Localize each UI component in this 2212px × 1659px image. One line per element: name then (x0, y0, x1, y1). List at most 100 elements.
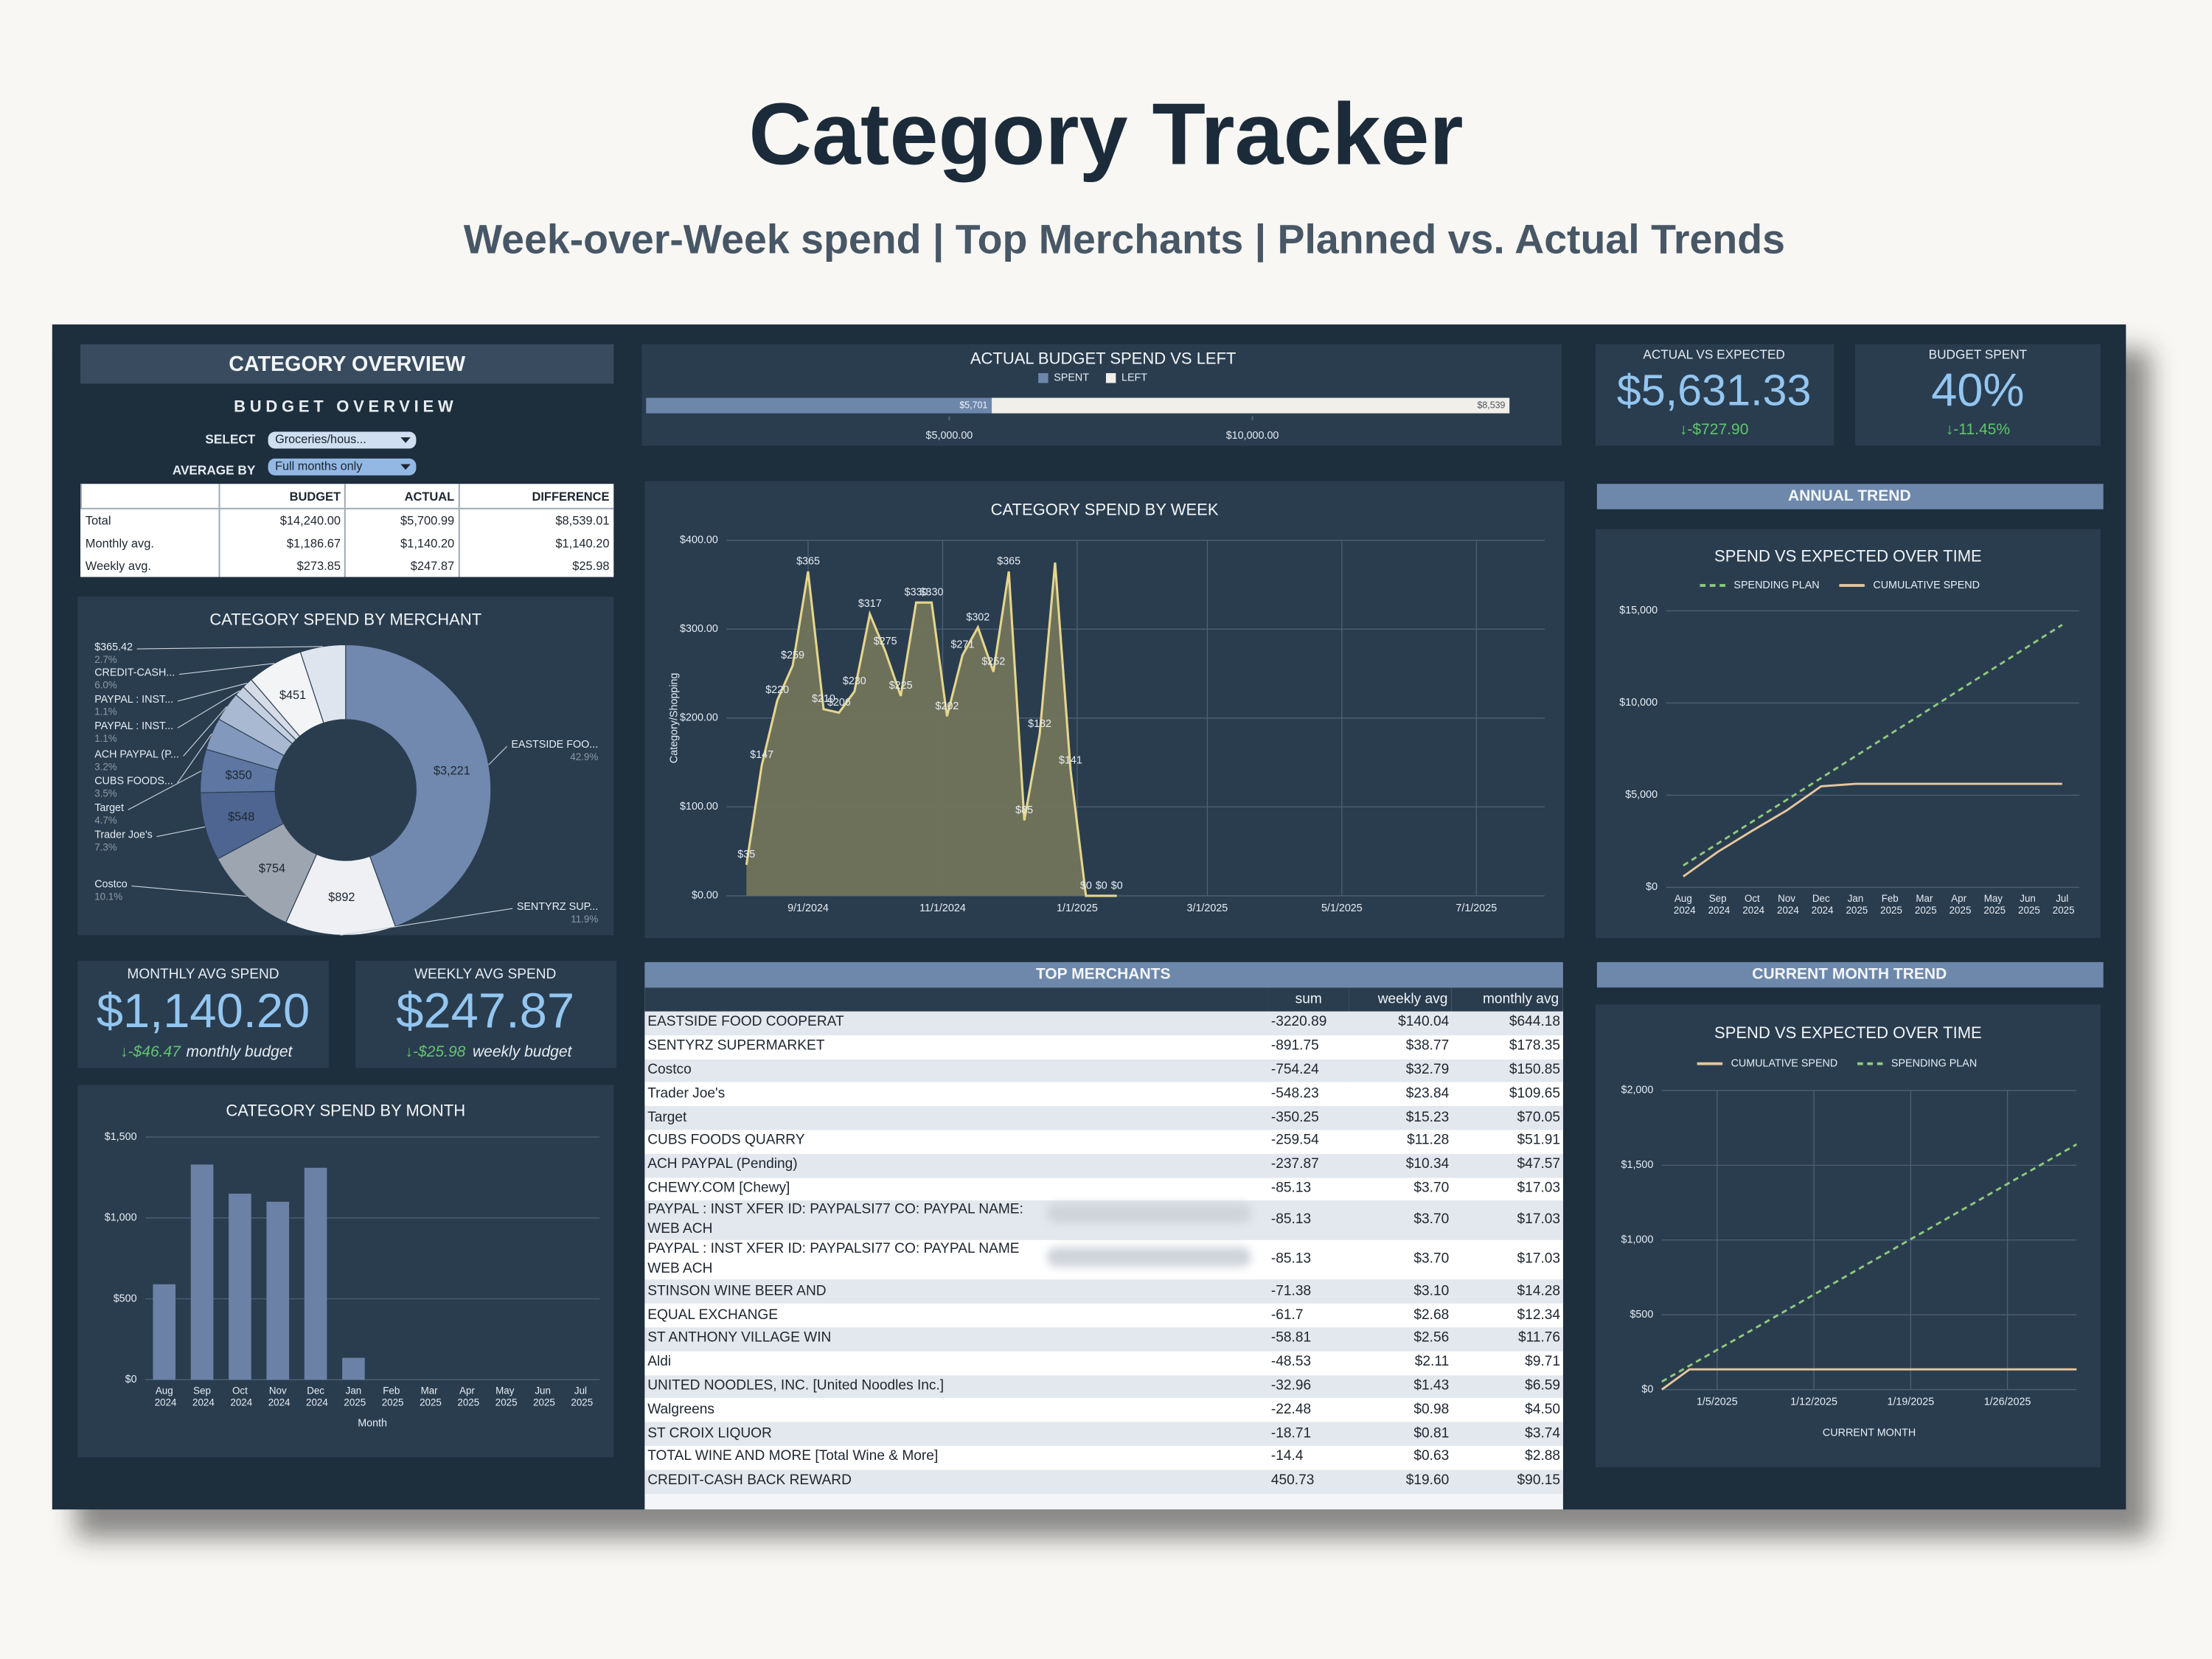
average-dropdown[interactable] (268, 458, 417, 476)
x-tick-label: Aug 2024 (1671, 892, 1696, 915)
bar (229, 1193, 251, 1380)
bar (153, 1284, 176, 1380)
kpi-title: BUDGET SPENT (1929, 347, 2028, 362)
kpi-note: monthly budget (187, 1043, 293, 1060)
data-label: $330 (920, 587, 944, 599)
legend-swatch (1038, 373, 1048, 383)
legend-label: SPENDING PLAN (1733, 580, 1819, 591)
table-cell: -18.71 (1268, 1422, 1349, 1447)
table-cell: $47.57 (1452, 1153, 1563, 1178)
table-cell: -85.13 (1268, 1240, 1349, 1281)
table-cell: Aldi (644, 1351, 1269, 1375)
table-cell: $25.98 (458, 554, 614, 577)
x-tick-label: $5,000.00 (926, 430, 973, 442)
header-cell: DIFFERENCE (458, 484, 614, 509)
chart-title: ACTUAL BUDGET SPEND VS LEFT (970, 349, 1237, 368)
x-tick-label: Mar 2025 (1912, 892, 1936, 915)
redaction-blur (1046, 1247, 1252, 1267)
leader-line (178, 663, 275, 675)
select-dropdown[interactable] (268, 431, 417, 449)
x-tick-label: Apr 2025 (455, 1385, 479, 1408)
kpi-title: WEEKLY AVG SPEND (414, 967, 556, 982)
table-cell: $1.43 (1349, 1374, 1453, 1399)
table-cell: $273.85 (219, 554, 346, 577)
x-tick-label: 1/26/2025 (1984, 1397, 2031, 1408)
table-row: Total $14,240.00 $5,700.99 $8,539.01 (81, 508, 614, 532)
y-tick-label: $100.00 (680, 801, 718, 813)
y-tick-label: $5,000 (1625, 789, 1658, 801)
x-tick-label: 1/12/2025 (1790, 1397, 1837, 1408)
table-cell: $0.81 (1349, 1422, 1453, 1447)
pie-slice (299, 644, 347, 724)
average-value[interactable]: Full months only (275, 460, 363, 473)
table-cell: -259.54 (1268, 1130, 1349, 1154)
table-cell: $0.63 (1349, 1446, 1453, 1470)
leader-line (177, 690, 240, 728)
kpi-value: $5,631.33 (1617, 365, 1812, 414)
table-row: Monthly avg. $1,186.67 $1,140.20 $1,140.20 (81, 532, 614, 554)
y-axis-label: Category/Shopping (668, 672, 680, 763)
table-row: Costco -754.24 $32.79 $150.85 (644, 1059, 1563, 1083)
leader-line (156, 826, 206, 838)
x-tick-label: Dec 2024 (1809, 892, 1834, 915)
x-tick-label: Jul 2025 (2050, 892, 2074, 915)
table-cell: EASTSIDE FOOD COOPERAT (644, 1011, 1269, 1035)
merchant-table: sum weekly avg monthly avg EASTSIDE FOOD CO… (644, 987, 1563, 1494)
table-cell: $17.03 (1452, 1240, 1563, 1281)
slice-value-label: $892 (328, 891, 355, 904)
table-cell: $15.23 (1349, 1106, 1453, 1130)
slice-label: SENTYRZ SUP... (517, 901, 598, 913)
table-cell: $70.05 (1452, 1106, 1563, 1130)
x-tick-label: Apr 2025 (1947, 892, 1971, 915)
panel (1595, 529, 2101, 939)
table-cell: ST CROIX LIQUOR (644, 1422, 1269, 1447)
table-cell: $2.88 (1452, 1446, 1563, 1470)
section-title: ANNUAL TREND (1788, 487, 1911, 504)
data-label: $302 (966, 611, 990, 623)
table-cell: $3.10 (1349, 1280, 1453, 1304)
budget-table: BUDGET ACTUAL DIFFERENCE Total $14,240.00 $5,… (80, 484, 614, 577)
dropdown-arrow (400, 437, 411, 443)
leader-line (340, 908, 513, 936)
line-series (1660, 1368, 2077, 1391)
data-label: $230 (843, 675, 866, 687)
data-label: $0 (1080, 880, 1092, 891)
x-tick-label: 1/1/2025 (1057, 902, 1098, 914)
y-tick-label: $1,000 (105, 1212, 137, 1224)
table-cell: $10.34 (1349, 1153, 1453, 1178)
table-cell: $2.11 (1349, 1351, 1453, 1375)
slice-label: Trader Joe's (94, 829, 153, 841)
table-row: EQUAL EXCHANGE -61.7 $2.68 $12.34 (644, 1304, 1563, 1328)
table-row: Weekly avg. $273.85 $247.87 $25.98 (81, 554, 614, 577)
select-value[interactable]: Groceries/hous... (275, 433, 366, 446)
data-label: $330 (905, 587, 928, 599)
slice-percent: 1.1% (94, 733, 117, 744)
legend-label: CUMULATIVE SPEND (1731, 1057, 1838, 1069)
table-cell: 450.73 (1268, 1470, 1349, 1494)
table-cell: $2.68 (1349, 1304, 1453, 1328)
x-tick-label: Feb 2025 (1877, 892, 1902, 915)
kpi-card (1595, 344, 1834, 446)
y-tick-label: $400.00 (680, 535, 718, 546)
table-cell: CHEWY.COM [Chewy] (644, 1177, 1269, 1201)
x-tick-label: Jul 2025 (568, 1385, 593, 1408)
bar-segment (646, 397, 992, 414)
y-tick-label: $500 (114, 1293, 137, 1304)
table-cell: -754.24 (1268, 1059, 1349, 1083)
table-row: ST CROIX LIQUOR -18.71 $0.81 $3.74 (644, 1422, 1563, 1447)
table-cell: ACH PAYPAL (Pending) (644, 1153, 1269, 1178)
table-row: Trader Joe's -548.23 $23.84 $109.65 (644, 1082, 1563, 1107)
pie-slice (345, 644, 492, 928)
x-tick-label: May 2025 (493, 1385, 517, 1408)
x-tick-label: Oct 2024 (228, 1385, 253, 1408)
y-tick-label: $1,000 (1621, 1234, 1654, 1246)
header-row: BUDGET ACTUAL DIFFERENCE (80, 484, 614, 509)
legend-label: SPENT (1054, 372, 1089, 384)
table-cell: $1,186.67 (219, 532, 346, 554)
leader-line (136, 646, 323, 650)
table-row: TOTAL WINE AND MORE [Total Wine & More] -… (644, 1446, 1563, 1470)
data-label: $317 (858, 598, 882, 610)
y-tick-label: $300.00 (680, 623, 718, 635)
legend-swatch (1105, 373, 1116, 383)
slice-percent: 3.2% (94, 761, 117, 772)
